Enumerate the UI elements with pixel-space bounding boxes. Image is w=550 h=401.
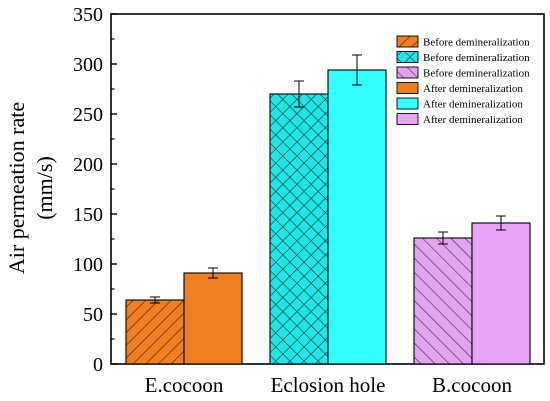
y-axis-title-line2: (mm/s) [32, 156, 57, 220]
y-tick-label: 100 [73, 254, 103, 276]
y-tick-label: 0 [93, 354, 103, 376]
x-category-label: Eclosion hole [271, 373, 386, 397]
bar [269, 93, 329, 365]
y-tick-label: 300 [73, 54, 103, 76]
legend-swatch [396, 97, 419, 110]
bar [471, 222, 531, 365]
y-tick-label: 250 [73, 104, 103, 126]
legend-label: Before demineralization [423, 37, 530, 49]
x-category-label: E.cocoon [145, 373, 224, 397]
legend-swatch [396, 35, 419, 48]
legend-swatch [396, 51, 419, 63]
y-tick-label: 50 [83, 304, 103, 326]
bar [183, 272, 243, 365]
bar [327, 69, 387, 365]
legend-label: After demineralization [423, 83, 523, 95]
legend-label: After demineralization [423, 114, 523, 126]
legend-label: After demineralization [423, 99, 523, 111]
y-tick-label: 350 [73, 4, 103, 26]
y-tick-label: 200 [73, 154, 103, 176]
legend-swatch [396, 113, 419, 125]
legend-label: Before demineralization [423, 52, 530, 64]
bar [125, 299, 185, 365]
legend-swatch [396, 66, 419, 79]
bar [413, 237, 473, 365]
plot-area: 0 50 100 150 200 250 300 350 E.cocoon Eclosion ho… [73, 4, 545, 397]
y-tick-label: 150 [73, 204, 103, 226]
legend-swatch [396, 82, 419, 94]
y-axis-title-line1: Air permeation rate [4, 102, 29, 274]
x-category-label: B.cocoon [432, 373, 512, 397]
legend-label: Before demineralization [423, 68, 530, 80]
